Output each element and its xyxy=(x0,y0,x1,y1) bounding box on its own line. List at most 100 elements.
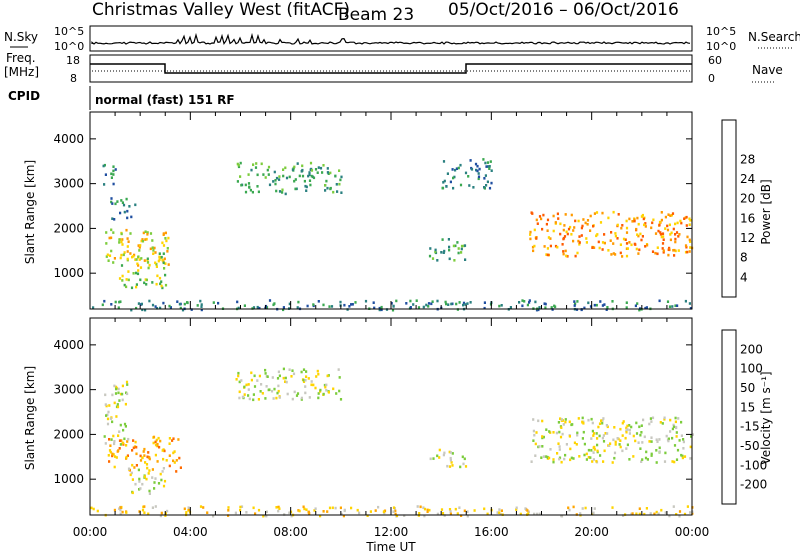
velocity-cell xyxy=(119,508,122,512)
velocity-cell xyxy=(276,377,280,380)
power-cell xyxy=(123,283,126,287)
power-cell xyxy=(616,223,619,227)
velocity-cell xyxy=(545,428,548,431)
power-cell xyxy=(267,165,271,169)
velocity-cell xyxy=(293,390,296,394)
power-cell xyxy=(296,306,299,309)
power-cell xyxy=(605,308,608,311)
power-cell xyxy=(593,212,596,215)
power-cell xyxy=(294,178,297,181)
power-cell xyxy=(472,186,475,189)
velocity-cell xyxy=(317,372,320,376)
velocity-cell xyxy=(448,465,452,468)
power-cell xyxy=(151,239,154,242)
power-cell xyxy=(135,271,138,275)
power-cell xyxy=(135,306,138,310)
velocity-cell xyxy=(151,506,154,509)
velocity-cell xyxy=(426,508,429,512)
velocity-cell xyxy=(139,487,142,490)
power-cell xyxy=(409,306,412,309)
velocity-cell xyxy=(640,460,643,463)
velocity-cell xyxy=(159,439,162,443)
power-cell xyxy=(589,305,593,308)
power-cell xyxy=(162,301,165,305)
power-cell xyxy=(125,228,128,232)
power-cell xyxy=(612,210,615,214)
power-cell xyxy=(110,172,113,176)
velocity-cell xyxy=(117,387,120,391)
velocity-cell xyxy=(300,398,303,401)
velocity-cell xyxy=(587,418,590,422)
velocity-cell xyxy=(649,417,652,420)
power-cell xyxy=(117,306,120,309)
power-cell xyxy=(664,227,667,230)
power-cell xyxy=(546,229,549,232)
power-cell xyxy=(656,252,659,256)
power-cell xyxy=(152,249,155,252)
power-cell xyxy=(457,251,460,255)
velocity-cell xyxy=(618,443,621,446)
velocity-cell xyxy=(168,442,171,445)
velocity-cell xyxy=(530,460,533,463)
velocity-cell xyxy=(639,433,642,437)
power-cell xyxy=(452,186,455,190)
velocity-cell xyxy=(614,443,617,446)
power-cell xyxy=(614,253,617,256)
velocity-cell xyxy=(663,418,666,421)
power-cell xyxy=(469,301,472,304)
power-cell xyxy=(572,229,575,232)
power-cell xyxy=(446,172,449,175)
velocity-cell xyxy=(282,376,285,380)
power-cell xyxy=(540,217,543,221)
power-cell xyxy=(186,301,189,304)
velocity-cell xyxy=(592,451,595,454)
power-cell xyxy=(464,303,467,306)
power-cell xyxy=(120,253,123,257)
velocity-cell xyxy=(534,442,537,446)
power-cell xyxy=(145,237,148,241)
power-cell xyxy=(107,259,110,262)
velocity-cell xyxy=(339,506,342,510)
velocity-cell xyxy=(160,511,163,515)
power-cell xyxy=(155,282,158,286)
velocity-cell xyxy=(158,445,161,449)
power-cell xyxy=(340,191,343,194)
velocity-cell xyxy=(343,508,346,512)
velocity-cell xyxy=(115,387,118,391)
velocity-cell xyxy=(206,511,209,514)
velocity-cell xyxy=(557,421,560,424)
power-cell xyxy=(483,301,486,304)
power-cell xyxy=(556,212,559,216)
power-colorbar-tick: 24 xyxy=(740,172,755,186)
power-cell xyxy=(685,245,688,249)
velocity-cell xyxy=(234,511,237,515)
nsky-tick-bottom-right: 10^0 xyxy=(706,40,736,53)
power-cell xyxy=(309,161,313,165)
power-cell xyxy=(122,253,125,257)
velocity-colorbar-frame xyxy=(721,329,737,505)
nsky-tick-top-left: 10^5 xyxy=(54,25,84,38)
power-cell xyxy=(275,176,279,180)
power-cell xyxy=(545,253,548,256)
power-cell xyxy=(645,306,648,309)
velocity-cell xyxy=(466,510,469,513)
power-cell xyxy=(565,254,568,258)
power-cell xyxy=(281,188,284,192)
nsky-tick-bottom-left: 10^0 xyxy=(54,40,84,53)
power-cell xyxy=(137,264,140,267)
velocity-cell xyxy=(549,448,552,451)
velocity-cell xyxy=(675,431,678,434)
power-cell xyxy=(392,305,395,308)
velocity-cell xyxy=(612,438,615,442)
velocity-cell xyxy=(175,459,178,462)
velocity-cell xyxy=(640,424,643,427)
velocity-cell xyxy=(113,465,116,469)
power-cell xyxy=(662,251,665,254)
power-cell xyxy=(544,306,547,309)
power-cell xyxy=(573,226,576,229)
power-cell xyxy=(561,243,564,246)
power-cell xyxy=(575,308,579,311)
power-cell xyxy=(660,218,663,222)
velocity-cell xyxy=(571,423,574,426)
velocity-cell xyxy=(625,447,628,450)
